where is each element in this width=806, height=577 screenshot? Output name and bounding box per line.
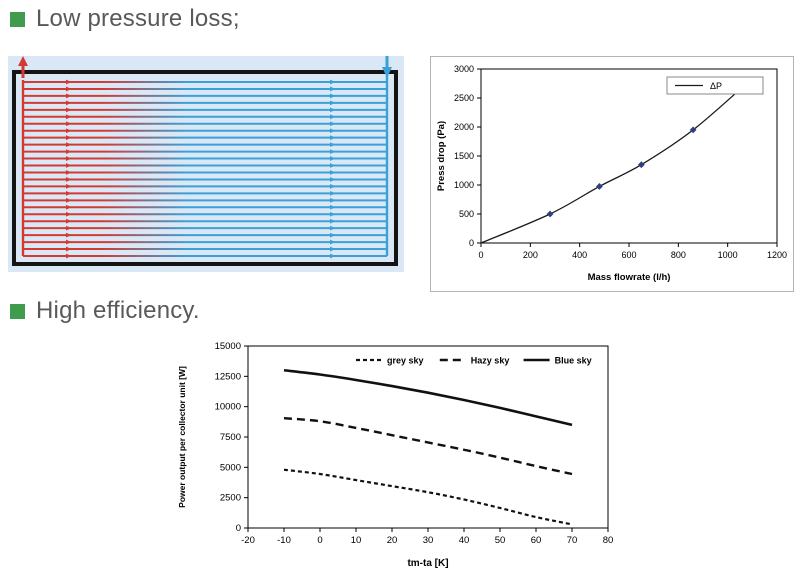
svg-text:500: 500 [459, 209, 474, 219]
absorber-flow-diagram [8, 56, 404, 272]
svg-text:200: 200 [523, 250, 538, 260]
pressure-drop-chart: 0 200 400 600 800 1000 1200 0 500 1000 1500 2000 250… [430, 56, 794, 292]
svg-text:80: 80 [603, 535, 614, 546]
svg-text:20: 20 [387, 535, 398, 546]
svg-text:0: 0 [236, 523, 241, 534]
heading-text: High efficiency. [36, 297, 200, 324]
svg-text:15000: 15000 [215, 341, 241, 352]
svg-text:10: 10 [351, 535, 362, 546]
svg-text:7500: 7500 [220, 432, 241, 443]
svg-text:0: 0 [478, 250, 483, 260]
svg-text:2000: 2000 [454, 122, 474, 132]
heading-high-efficiency: High efficiency. [10, 297, 200, 325]
svg-text:1000: 1000 [718, 250, 738, 260]
svg-text:40: 40 [459, 535, 470, 546]
svg-text:0: 0 [317, 535, 322, 546]
green-square-bullet-icon [10, 11, 25, 27]
svg-text:12500: 12500 [215, 371, 241, 382]
green-square-bullet-icon [10, 303, 25, 319]
svg-text:1200: 1200 [767, 250, 787, 260]
svg-text:Press drop (Pa): Press drop (Pa) [436, 121, 447, 191]
heading-text: Low pressure loss; [36, 5, 240, 32]
svg-text:Blue sky: Blue sky [555, 356, 592, 366]
svg-text:-10: -10 [277, 535, 291, 546]
svg-text:tm-ta [K]: tm-ta [K] [407, 558, 448, 569]
svg-text:10000: 10000 [215, 402, 241, 413]
svg-text:60: 60 [531, 535, 542, 546]
svg-text:800: 800 [671, 250, 686, 260]
svg-text:ΔP: ΔP [710, 81, 722, 91]
svg-text:Power output per collector uni: Power output per collector unit [W] [177, 366, 187, 508]
power-output-chart-svg: -20 -10 0 10 20 30 40 50 60 70 80 0 2500 5000 7500 1000… [177, 341, 614, 569]
svg-text:600: 600 [621, 250, 636, 260]
pressure-drop-chart-svg: 0 200 400 600 800 1000 1200 0 500 1000 1500 2000 250… [436, 64, 787, 283]
svg-text:Mass flowrate (l/h): Mass flowrate (l/h) [588, 272, 671, 283]
svg-text:5000: 5000 [220, 462, 241, 473]
svg-text:70: 70 [567, 535, 578, 546]
svg-text:Hazy sky: Hazy sky [471, 356, 510, 366]
svg-text:3000: 3000 [454, 64, 474, 74]
svg-text:grey sky: grey sky [387, 356, 424, 366]
svg-text:2500: 2500 [220, 493, 241, 504]
svg-text:0: 0 [469, 238, 474, 248]
power-output-chart: -20 -10 0 10 20 30 40 50 60 70 80 0 2500 5000 7500 1000… [168, 336, 650, 574]
svg-text:1500: 1500 [454, 151, 474, 161]
svg-text:2500: 2500 [454, 93, 474, 103]
svg-text:30: 30 [423, 535, 434, 546]
absorber-flow-diagram-svg [8, 56, 404, 272]
svg-text:50: 50 [495, 535, 506, 546]
heading-low-pressure-loss: Low pressure loss; [10, 5, 240, 33]
svg-text:400: 400 [572, 250, 587, 260]
svg-text:-20: -20 [241, 535, 255, 546]
svg-text:1000: 1000 [454, 180, 474, 190]
